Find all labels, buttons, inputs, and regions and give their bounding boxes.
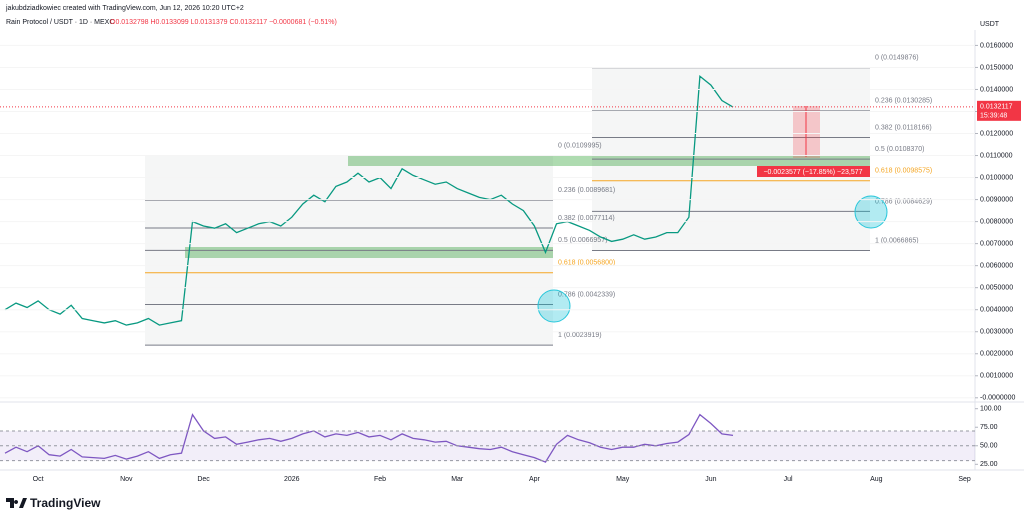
fib-label: 0 (0.0109995) [558,142,602,149]
fib-label: 0.786 (0.0084629) [875,198,932,205]
fib-label: 0.618 (0.0056800) [558,260,615,267]
x-tick-label: Oct [33,476,44,483]
symbol: Rain Protocol / USDT · 1D · MEXC [6,19,114,26]
x-tick-label: Jun [705,476,716,483]
fib-label: 0.236 (0.0130285) [875,98,932,105]
measure-label-box [757,166,870,177]
y-tick-label: 100.00 [980,406,1002,413]
y-tick-label: 0.0120000 [980,130,1013,137]
marker-circle [854,195,888,229]
y-tick-label: 75.00 [980,424,998,431]
y-tick-label: 0.0080000 [980,218,1013,225]
fib-label: 0.618 (0.0098575) [875,168,932,175]
logo: TradingView [6,496,101,510]
y-tick-label: 25.00 [980,461,998,468]
zone [185,247,553,258]
countdown: 15:39:48 [980,113,1007,120]
rsi-line [4,413,734,463]
x-tick-label: Nov [120,476,133,483]
fib-label: 1 (0.0023919) [558,332,602,339]
x-tick-label: Aug [870,476,883,483]
fib-label: 1 (0.0066865) [875,237,919,244]
price-line [4,75,734,326]
fib-label: 0.382 (0.0077114) [558,215,615,222]
y-tick-label: 0.0150000 [980,64,1013,71]
marker-circle [537,289,571,323]
y-tick-label: -0.0000000 [980,395,1016,402]
zone [348,155,870,166]
x-tick-label: Feb [374,476,386,483]
credit: jakubdziadkowiec created with TradingVie… [5,5,244,12]
y-tick-label: 0.0140000 [980,86,1013,93]
x-tick-label: Sep [958,476,971,483]
fib-label: 0.5 (0.0066957) [558,237,607,244]
x-tick-label: May [616,476,630,483]
fib-label: 0.382 (0.0118166) [875,124,932,131]
axis-unit: USDT [980,21,1000,28]
y-tick-label: 0.0160000 [980,42,1013,49]
fib-label: 0.5 (0.0108370) [875,146,924,153]
logo-text: TradingView [30,496,101,510]
y-tick-label: 0.0110000 [980,152,1013,159]
fib-label: 0 (0.0149876) [875,55,919,62]
y-tick-label: 50.00 [980,443,998,450]
last-price-tag [977,100,1021,121]
y-tick-label: 0.0030000 [980,329,1013,336]
x-tick-label: Dec [197,476,210,483]
x-tick-label: Jul [784,476,793,483]
x-tick-label: Mar [451,476,464,483]
logo-mark [6,498,27,508]
y-tick-label: 0.0060000 [980,262,1013,269]
x-tick-label: Apr [529,476,541,483]
ohlc: O0.0132798 H0.0133099 L0.0131379 C0.0132… [110,19,337,26]
y-tick-label: 0.0040000 [980,307,1013,314]
y-tick-label: 0.0070000 [980,240,1013,247]
fib-label: 0.786 (0.0042339) [558,291,615,298]
y-tick-label: 0.0090000 [980,196,1013,203]
y-tick-label: 0.0010000 [980,373,1013,380]
fib-label: 0.236 (0.0089681) [558,187,615,194]
x-tick-label: 2026 [284,476,300,483]
y-tick-label: 0.0050000 [980,285,1013,292]
y-tick-label: 0.0100000 [980,174,1013,181]
measure-label: −0.0023577 (−17.85%) −23,577 [763,169,862,176]
last-price-label: 0.0132117 [980,104,1013,111]
y-tick-label: 0.0020000 [980,351,1013,358]
